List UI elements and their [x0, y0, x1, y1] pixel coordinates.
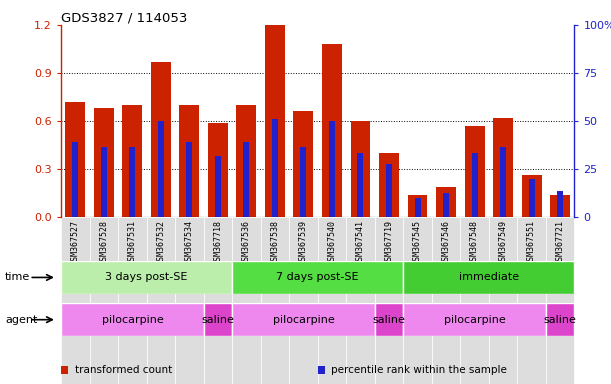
Bar: [236, 105, 257, 217]
Bar: [94, 108, 114, 217]
Bar: [175, 217, 203, 384]
Bar: [403, 303, 546, 336]
Bar: [436, 187, 456, 217]
Bar: [489, 217, 518, 384]
Bar: [203, 217, 232, 384]
Bar: [180, 105, 199, 217]
Bar: [147, 217, 175, 384]
Bar: [518, 217, 546, 384]
Bar: [522, 175, 541, 217]
Text: agent: agent: [5, 314, 37, 325]
Bar: [500, 147, 506, 217]
Bar: [386, 164, 392, 217]
Text: saline: saline: [373, 314, 406, 325]
Text: saline: saline: [202, 314, 235, 325]
Bar: [443, 193, 449, 217]
Bar: [379, 153, 399, 217]
Text: transformed count: transformed count: [75, 365, 172, 375]
Bar: [375, 217, 403, 384]
Bar: [408, 195, 428, 217]
Bar: [550, 195, 570, 217]
Text: pilocarpine: pilocarpine: [101, 314, 163, 325]
Bar: [208, 122, 228, 217]
Bar: [261, 217, 289, 384]
Bar: [493, 118, 513, 217]
Bar: [546, 303, 574, 336]
Bar: [101, 147, 107, 217]
Bar: [318, 217, 346, 384]
Text: immediate: immediate: [459, 272, 519, 283]
Bar: [61, 261, 232, 294]
Bar: [289, 217, 318, 384]
Bar: [232, 217, 261, 384]
Text: GDS3827 / 114053: GDS3827 / 114053: [61, 12, 188, 25]
Text: percentile rank within the sample: percentile rank within the sample: [331, 365, 507, 375]
Bar: [293, 111, 313, 217]
Bar: [546, 217, 574, 384]
Bar: [65, 102, 86, 217]
Bar: [232, 261, 403, 294]
Bar: [403, 261, 574, 294]
Text: 7 days post-SE: 7 days post-SE: [276, 272, 359, 283]
Bar: [265, 25, 285, 217]
Bar: [351, 121, 370, 217]
Bar: [203, 303, 232, 336]
Bar: [472, 153, 478, 217]
Bar: [346, 217, 375, 384]
Bar: [529, 179, 535, 217]
Text: time: time: [5, 272, 30, 283]
Bar: [329, 121, 335, 217]
Bar: [403, 217, 432, 384]
Text: 3 days post-SE: 3 days post-SE: [106, 272, 188, 283]
Bar: [460, 217, 489, 384]
Bar: [414, 198, 420, 217]
Bar: [243, 142, 249, 217]
Bar: [61, 303, 203, 336]
Text: pilocarpine: pilocarpine: [273, 314, 334, 325]
Bar: [272, 119, 278, 217]
Bar: [61, 217, 90, 384]
Bar: [72, 142, 78, 217]
Bar: [122, 105, 142, 217]
Bar: [464, 126, 485, 217]
Bar: [357, 153, 364, 217]
Bar: [186, 142, 192, 217]
Bar: [232, 303, 375, 336]
Bar: [118, 217, 147, 384]
Bar: [322, 44, 342, 217]
Bar: [130, 147, 136, 217]
Bar: [301, 147, 307, 217]
Bar: [151, 62, 171, 217]
Text: pilocarpine: pilocarpine: [444, 314, 505, 325]
Bar: [90, 217, 118, 384]
Bar: [158, 121, 164, 217]
Bar: [557, 191, 563, 217]
Text: saline: saline: [544, 314, 577, 325]
Bar: [432, 217, 460, 384]
Bar: [375, 303, 403, 336]
Bar: [215, 156, 221, 217]
